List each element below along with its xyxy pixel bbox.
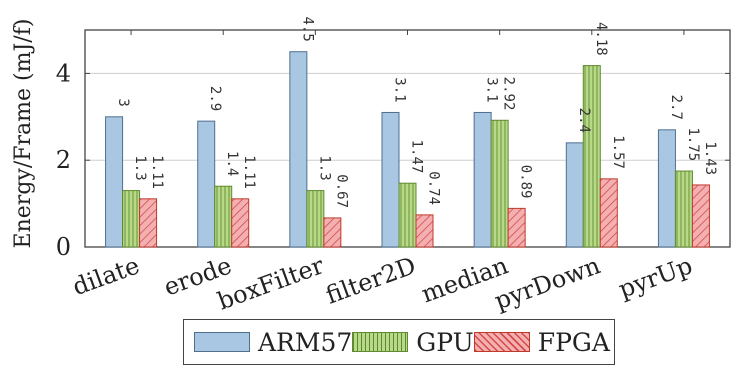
data-label: 1.47 xyxy=(409,140,425,174)
bar-gpu-erode xyxy=(214,185,233,248)
data-label: 2.7 xyxy=(668,95,684,120)
data-label: 1.11 xyxy=(241,155,257,189)
bar-fpga-dilate xyxy=(139,198,158,248)
bar-arm57-filter2d xyxy=(381,111,400,248)
data-label: 1.57 xyxy=(610,135,626,169)
data-label: 0.67 xyxy=(333,174,349,208)
data-label: 2.4 xyxy=(576,108,592,133)
bar-fpga-pyrdown xyxy=(599,178,618,248)
legend-label-arm57: ARM57 xyxy=(258,327,353,357)
legend-item-gpu: GPU xyxy=(352,327,474,357)
data-label: 1.43 xyxy=(702,141,718,175)
bar-arm57-pyrdown xyxy=(565,142,584,248)
data-label: 3.1 xyxy=(392,77,408,102)
bar-gpu-median xyxy=(490,119,509,248)
bar-fpga-erode xyxy=(231,198,250,248)
legend-swatch-fpga xyxy=(473,332,530,352)
legend-item-arm57: ARM57 xyxy=(194,328,352,357)
data-label: 4.5 xyxy=(299,17,315,42)
data-label: 2.9 xyxy=(207,86,223,111)
bar-arm57-dilate xyxy=(105,116,124,248)
bar-gpu-filter2d xyxy=(398,182,417,248)
bar-fpga-filter2d xyxy=(415,214,434,248)
legend-swatch-gpu xyxy=(352,332,409,352)
bar-arm57-median xyxy=(473,111,492,248)
y-tick-label: 2 xyxy=(56,146,71,174)
y-tick-label: 0 xyxy=(56,233,71,261)
data-labels: 31.3 1.112.91.4 1.114.51.30.673.11.470.743… xyxy=(115,17,718,209)
data-label: 3 xyxy=(115,98,131,106)
data-label: 1.11 xyxy=(149,155,165,189)
bar-gpu-pyrdown xyxy=(582,65,601,248)
legend-label-gpu: GPU xyxy=(416,327,474,357)
bar-arm57-pyrup xyxy=(657,129,676,248)
data-label: 1.75 xyxy=(685,127,701,161)
bar-arm57-boxfilter xyxy=(289,51,308,248)
bar-fpga-median xyxy=(507,207,526,248)
legend-swatch-arm57 xyxy=(194,332,250,352)
data-label: 0.89 xyxy=(518,165,534,199)
bar-arm57-erode xyxy=(197,120,216,248)
x-tick-label: filter2D xyxy=(322,251,419,309)
x-tick-label: pyrDown xyxy=(491,251,604,315)
bar-gpu-boxfilter xyxy=(306,190,325,248)
x-tick-label: boxFilter xyxy=(214,251,328,315)
legend: ARM57 GPU FPGA xyxy=(183,319,615,365)
bar-gpu-pyrup xyxy=(674,170,693,248)
bars xyxy=(105,51,710,248)
data-label: 3.1 xyxy=(484,77,500,102)
data-label: 1.4 xyxy=(224,151,240,176)
data-label: 1.3 xyxy=(316,155,332,180)
bar-fpga-pyrup xyxy=(691,184,710,248)
legend-label-fpga: FPGA xyxy=(537,327,610,357)
y-tick-label: 4 xyxy=(56,59,71,87)
bar-gpu-dilate xyxy=(122,190,141,248)
x-tick-label: pyrUp xyxy=(615,251,696,303)
data-label: 2.92 xyxy=(501,77,517,111)
x-tick-label: dilate xyxy=(69,251,143,301)
data-label: 1.3 xyxy=(132,155,148,180)
legend-item-fpga: FPGA xyxy=(473,327,610,357)
y-axis-label: Energy/Frame (mJ/f) xyxy=(11,19,36,249)
bar-fpga-boxfilter xyxy=(323,217,342,248)
data-label: 4.18 xyxy=(593,22,609,56)
data-label: 0.74 xyxy=(426,171,442,205)
